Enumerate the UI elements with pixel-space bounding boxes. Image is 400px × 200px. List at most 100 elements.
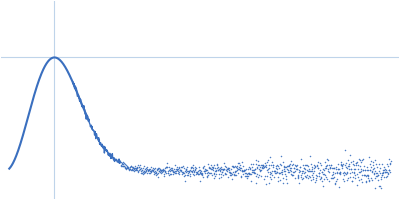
Point [204, 172, 210, 175]
Point [364, 169, 370, 172]
Point [312, 180, 318, 183]
Point [151, 170, 158, 173]
Point [315, 166, 321, 169]
Point [138, 171, 144, 174]
Point [341, 173, 348, 176]
Point [171, 170, 178, 173]
Point [330, 166, 337, 169]
Point [164, 166, 170, 169]
Point [315, 166, 321, 169]
Point [176, 168, 183, 172]
Point [188, 165, 194, 169]
Point [232, 170, 238, 174]
Point [282, 177, 289, 180]
Point [342, 164, 348, 167]
Point [342, 161, 349, 165]
Point [344, 166, 350, 169]
Point [213, 168, 219, 172]
Point [332, 180, 339, 183]
Point [202, 172, 208, 175]
Point [262, 182, 269, 185]
Point [145, 169, 152, 172]
Point [370, 161, 376, 164]
Point [186, 170, 192, 173]
Point [150, 169, 156, 172]
Point [342, 172, 348, 175]
Point [162, 169, 168, 172]
Point [224, 176, 231, 179]
Point [219, 170, 226, 173]
Point [374, 171, 380, 175]
Point [198, 172, 205, 175]
Point [220, 167, 227, 170]
Point [152, 166, 158, 169]
Point [251, 167, 258, 170]
Point [215, 168, 222, 171]
Point [150, 169, 156, 172]
Point [287, 169, 293, 172]
Point [132, 166, 138, 169]
Point [119, 164, 126, 168]
Point [142, 168, 148, 171]
Point [191, 170, 198, 174]
Point [201, 170, 207, 173]
Point [139, 172, 146, 176]
Point [203, 175, 210, 178]
Point [325, 168, 332, 171]
Point [180, 170, 186, 173]
Point [147, 169, 153, 172]
Point [385, 173, 391, 176]
Point [231, 173, 237, 176]
Point [175, 172, 182, 175]
Point [195, 170, 202, 173]
Point [230, 170, 236, 173]
Point [125, 165, 131, 169]
Point [129, 167, 135, 170]
Point [144, 168, 151, 171]
Point [135, 163, 142, 167]
Point [191, 173, 197, 176]
Point [296, 171, 302, 174]
Point [352, 174, 358, 177]
Point [189, 167, 196, 170]
Point [164, 161, 170, 165]
Point [281, 165, 287, 168]
Point [299, 178, 306, 181]
Point [307, 178, 314, 182]
Point [261, 165, 268, 169]
Point [284, 167, 290, 171]
Point [276, 172, 282, 175]
Point [130, 167, 136, 170]
Point [232, 164, 239, 167]
Point [375, 179, 382, 182]
Point [339, 167, 346, 170]
Point [366, 179, 372, 182]
Point [118, 164, 124, 168]
Point [380, 171, 386, 175]
Point [262, 164, 268, 168]
Point [304, 163, 310, 166]
Point [338, 163, 344, 166]
Point [163, 166, 170, 169]
Point [222, 172, 229, 176]
Point [379, 171, 386, 174]
Point [214, 165, 221, 169]
Point [254, 163, 261, 166]
Point [188, 166, 194, 169]
Point [222, 164, 228, 167]
Point [136, 164, 143, 167]
Point [348, 168, 354, 171]
Point [302, 175, 309, 178]
Point [253, 182, 259, 185]
Point [258, 174, 264, 177]
Point [174, 167, 180, 170]
Point [242, 168, 248, 171]
Point [248, 162, 254, 166]
Point [371, 176, 378, 180]
Point [310, 176, 316, 179]
Point [134, 166, 140, 169]
Point [298, 175, 304, 179]
Point [206, 171, 212, 174]
Point [240, 172, 247, 176]
Point [335, 185, 342, 188]
